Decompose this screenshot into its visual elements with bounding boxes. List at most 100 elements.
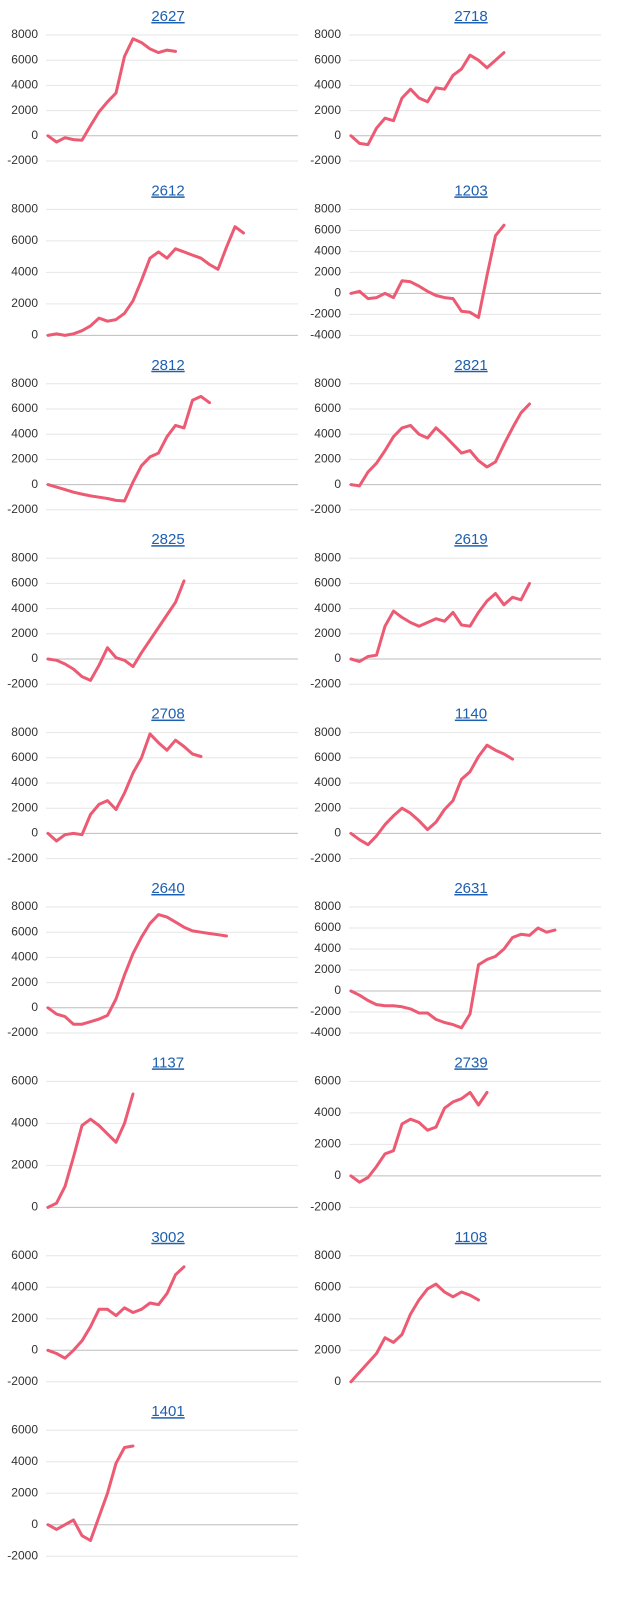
y-tick-label: 4000: [314, 775, 341, 789]
y-tick-label: 6000: [11, 1248, 38, 1262]
series-line: [349, 51, 506, 147]
y-tick-label: 6000: [11, 1422, 38, 1436]
y-tick-label: 2000: [11, 1485, 38, 1499]
chart-title[interactable]: 1140: [455, 706, 487, 723]
chart-title[interactable]: 1137: [152, 1054, 184, 1071]
y-tick-label: 0: [31, 651, 38, 665]
series-line: [46, 1444, 135, 1542]
y-tick-label: -2000: [7, 153, 38, 167]
y-tick-label: -2000: [7, 1548, 38, 1562]
series-line: [349, 402, 531, 488]
y-tick-label: -2000: [310, 676, 341, 690]
y-tick-label: -2000: [310, 502, 341, 516]
series-line: [349, 743, 514, 847]
y-tick-label: 2000: [11, 800, 38, 814]
y-tick-label: 8000: [11, 725, 38, 739]
y-tick-label: -2000: [7, 851, 38, 865]
y-tick-label: 6000: [11, 52, 38, 66]
y-tick-label: -2000: [310, 1200, 341, 1214]
y-tick-label: -2000: [7, 502, 38, 516]
y-tick-label: 4000: [314, 1105, 341, 1119]
chart-title[interactable]: 2718: [454, 8, 487, 25]
series-line: [46, 37, 177, 144]
y-tick-label: 0: [31, 1200, 38, 1214]
y-tick-label: 4000: [314, 941, 341, 955]
y-tick-label: -2000: [310, 307, 341, 321]
y-tick-label: 6000: [11, 1074, 38, 1088]
chart-title[interactable]: 2631: [454, 880, 487, 897]
y-tick-label: 6000: [314, 1279, 341, 1293]
series-line: [46, 394, 211, 503]
y-tick-label: 4000: [314, 1311, 341, 1325]
series-line: [349, 223, 506, 319]
y-tick-label: 4000: [314, 426, 341, 440]
chart-title[interactable]: 2612: [151, 182, 184, 199]
y-tick-label: 2000: [11, 452, 38, 466]
y-tick-label: 0: [334, 128, 341, 142]
y-tick-label: 8000: [11, 899, 38, 913]
y-tick-label: 0: [31, 128, 38, 142]
y-tick-label: 2000: [314, 626, 341, 640]
y-tick-label: 4000: [11, 950, 38, 964]
y-tick-label: 6000: [314, 223, 341, 237]
chart-title[interactable]: 3002: [151, 1229, 184, 1246]
y-tick-label: 0: [334, 286, 341, 300]
y-tick-label: 6000: [11, 576, 38, 590]
series-line: [46, 1265, 186, 1360]
y-tick-label: 2000: [314, 1137, 341, 1151]
y-tick-label: 2000: [314, 1342, 341, 1356]
chart-title[interactable]: 2739: [454, 1054, 487, 1071]
y-tick-label: 8000: [11, 550, 38, 564]
chart-title[interactable]: 2821: [454, 357, 487, 374]
y-tick-label: 4000: [11, 265, 38, 279]
y-tick-label: 0: [31, 1342, 38, 1356]
y-tick-label: 4000: [11, 1279, 38, 1293]
chart-title[interactable]: 2640: [151, 880, 184, 897]
y-tick-label: 2000: [11, 1158, 38, 1172]
y-tick-label: 6000: [11, 750, 38, 764]
y-tick-label: 2000: [11, 626, 38, 640]
chart-title[interactable]: 2708: [151, 706, 184, 723]
chart-title[interactable]: 1401: [151, 1403, 184, 1420]
y-tick-label: 8000: [11, 202, 38, 216]
chart-title[interactable]: 2812: [151, 357, 184, 374]
y-tick-label: 8000: [314, 27, 341, 41]
y-tick-label: 0: [334, 1168, 341, 1182]
y-tick-label: -2000: [310, 851, 341, 865]
y-tick-label: 0: [334, 826, 341, 840]
y-tick-label: 6000: [11, 401, 38, 415]
y-tick-label: -2000: [7, 676, 38, 690]
y-tick-label: -2000: [7, 1374, 38, 1388]
y-tick-label: 4000: [11, 601, 38, 615]
y-tick-label: 2000: [11, 975, 38, 989]
y-tick-label: 4000: [11, 775, 38, 789]
y-tick-label: 6000: [314, 750, 341, 764]
y-tick-label: 2000: [11, 296, 38, 310]
chart-title[interactable]: 1108: [455, 1229, 487, 1246]
y-tick-label: 8000: [314, 550, 341, 564]
y-tick-label: 2000: [314, 265, 341, 279]
y-tick-label: 2000: [11, 1311, 38, 1325]
y-tick-label: 8000: [11, 376, 38, 390]
y-tick-label: 8000: [314, 725, 341, 739]
chart-title[interactable]: 1203: [454, 182, 487, 199]
y-tick-label: 8000: [314, 1248, 341, 1262]
series-line: [349, 581, 531, 663]
y-tick-label: 6000: [11, 924, 38, 938]
chart-title[interactable]: 2825: [151, 531, 184, 548]
series-line: [46, 732, 203, 843]
series-line: [349, 1282, 480, 1384]
y-tick-label: 0: [334, 1374, 341, 1388]
y-tick-label: 0: [31, 328, 38, 342]
y-tick-label: -4000: [310, 328, 341, 342]
chart-title[interactable]: 2627: [151, 8, 184, 25]
y-tick-label: 6000: [314, 1074, 341, 1088]
y-tick-label: -4000: [310, 1025, 341, 1039]
y-tick-label: 2000: [314, 962, 341, 976]
series-line: [46, 1092, 135, 1209]
series-line: [46, 913, 228, 1026]
y-tick-label: 2000: [11, 103, 38, 117]
chart-title[interactable]: 2619: [454, 531, 487, 548]
y-tick-label: 0: [334, 477, 341, 491]
